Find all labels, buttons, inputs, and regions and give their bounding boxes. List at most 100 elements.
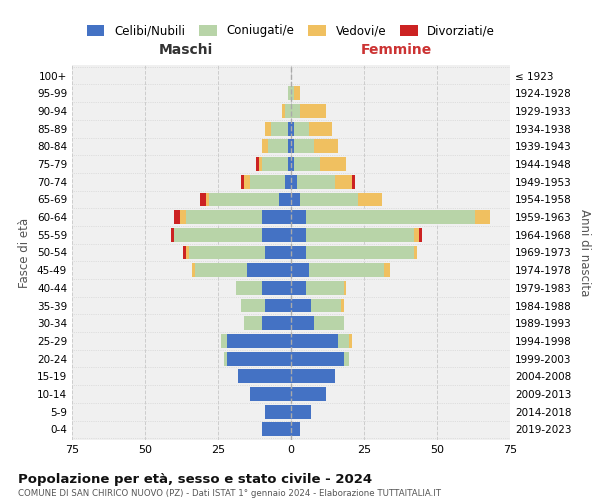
Bar [259, 157, 262, 171]
Bar [291, 157, 294, 171]
Bar [183, 246, 186, 260]
Bar [314, 140, 338, 153]
Bar [262, 422, 291, 436]
Bar [282, 104, 285, 118]
Bar [186, 210, 262, 224]
Bar [341, 298, 344, 312]
Bar [291, 370, 335, 383]
Bar [335, 175, 352, 188]
Bar [358, 192, 382, 206]
Bar [291, 405, 311, 418]
Bar [189, 246, 265, 260]
Bar [291, 175, 297, 188]
Bar [291, 422, 300, 436]
Bar [291, 281, 305, 295]
Bar [244, 316, 262, 330]
Bar [311, 298, 341, 312]
Bar [349, 334, 352, 348]
Bar [291, 246, 305, 260]
Bar [297, 175, 335, 188]
Bar [285, 104, 291, 118]
Bar [305, 246, 413, 260]
Bar [186, 246, 189, 260]
Bar [291, 192, 300, 206]
Bar [291, 352, 344, 366]
Bar [314, 316, 344, 330]
Bar [194, 264, 247, 277]
Bar [250, 175, 285, 188]
Bar [288, 122, 291, 136]
Bar [288, 86, 291, 100]
Bar [291, 122, 294, 136]
Bar [308, 264, 385, 277]
Bar [250, 387, 291, 401]
Bar [265, 405, 291, 418]
Bar [262, 140, 268, 153]
Bar [294, 140, 314, 153]
Bar [419, 228, 422, 241]
Bar [305, 228, 413, 241]
Y-axis label: Fasce di età: Fasce di età [19, 218, 31, 288]
Text: Maschi: Maschi [159, 44, 213, 58]
Bar [262, 281, 291, 295]
Bar [209, 192, 280, 206]
Bar [236, 281, 262, 295]
Bar [291, 210, 305, 224]
Text: COMUNE DI SAN CHIRICO NUOVO (PZ) - Dati ISTAT 1° gennaio 2024 - Elaborazione TUT: COMUNE DI SAN CHIRICO NUOVO (PZ) - Dati … [18, 489, 441, 498]
Text: Popolazione per età, sesso e stato civile - 2024: Popolazione per età, sesso e stato civil… [18, 472, 372, 486]
Bar [338, 334, 349, 348]
Bar [308, 122, 332, 136]
Bar [344, 281, 346, 295]
Bar [244, 175, 250, 188]
Bar [291, 334, 338, 348]
Bar [413, 246, 416, 260]
Bar [265, 246, 291, 260]
Bar [291, 86, 294, 100]
Bar [200, 192, 206, 206]
Bar [227, 352, 291, 366]
Bar [344, 352, 349, 366]
Bar [300, 192, 358, 206]
Bar [285, 175, 291, 188]
Bar [241, 175, 244, 188]
Bar [288, 157, 291, 171]
Bar [171, 228, 174, 241]
Bar [291, 264, 308, 277]
Bar [280, 192, 291, 206]
Bar [300, 104, 326, 118]
Bar [413, 228, 419, 241]
Bar [247, 264, 291, 277]
Bar [262, 210, 291, 224]
Bar [288, 140, 291, 153]
Bar [268, 140, 288, 153]
Bar [475, 210, 490, 224]
Bar [192, 264, 194, 277]
Bar [291, 316, 314, 330]
Bar [291, 228, 305, 241]
Bar [291, 298, 311, 312]
Bar [174, 228, 262, 241]
Text: Femmine: Femmine [361, 44, 432, 58]
Bar [262, 157, 288, 171]
Bar [294, 157, 320, 171]
Bar [305, 210, 475, 224]
Bar [206, 192, 209, 206]
Bar [265, 122, 271, 136]
Bar [262, 316, 291, 330]
Bar [174, 210, 180, 224]
Bar [291, 140, 294, 153]
Bar [180, 210, 186, 224]
Bar [265, 298, 291, 312]
Bar [352, 175, 355, 188]
Bar [271, 122, 288, 136]
Bar [294, 86, 300, 100]
Bar [227, 334, 291, 348]
Bar [291, 104, 300, 118]
Bar [256, 157, 259, 171]
Bar [262, 228, 291, 241]
Bar [238, 370, 291, 383]
Bar [221, 334, 227, 348]
Bar [294, 122, 308, 136]
Bar [320, 157, 346, 171]
Bar [305, 281, 344, 295]
